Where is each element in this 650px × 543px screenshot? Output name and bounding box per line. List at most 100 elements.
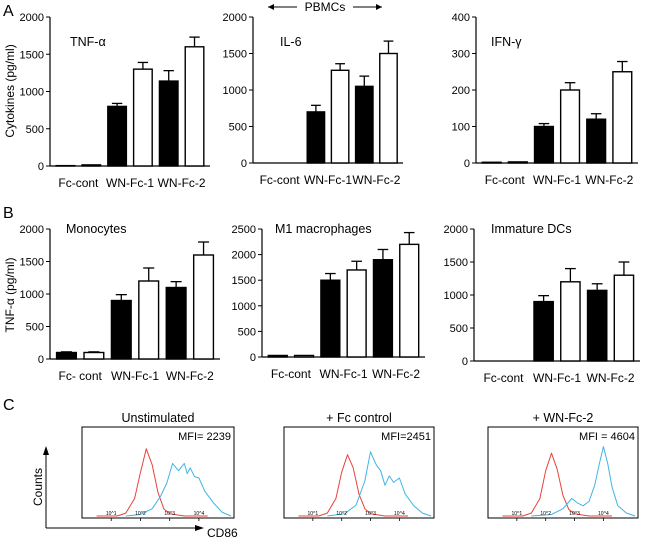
x-group-label: Fc- cont	[58, 369, 102, 383]
y-tick-label: 0	[38, 161, 44, 173]
chart-title: IL-6	[280, 35, 302, 49]
x-tick-label: 10^3	[569, 511, 580, 517]
bar-open	[560, 281, 581, 362]
bar-open	[346, 269, 367, 358]
panel-label-b: B	[3, 205, 14, 222]
y-axis-label-row-b: TNF-α (pg/ml)	[3, 258, 17, 333]
x-group-label: Fc-cont	[271, 367, 312, 381]
chart-title: M1 macrophages	[275, 222, 372, 236]
chart-title: Monocytes	[66, 222, 126, 236]
y-tick-label: 0	[462, 356, 468, 368]
histogram-series-isotype	[96, 448, 208, 517]
y-tick-label: 2500	[232, 224, 256, 236]
histogram-frame	[81, 426, 235, 519]
y-tick-label: 1500	[223, 49, 247, 61]
x-group-label: Fc-cont	[483, 371, 524, 385]
y-tick-label: 1000	[20, 87, 44, 99]
bar-filled	[586, 289, 608, 362]
bar-filled	[533, 125, 555, 164]
flow-x-axis-arrowhead	[195, 525, 204, 531]
y-tick-label: 300	[452, 49, 470, 61]
y-tick-label: 2000	[232, 250, 256, 262]
bar-open	[132, 68, 153, 167]
bar-open	[379, 52, 398, 164]
bar-open	[192, 254, 215, 360]
y-tick-label: 1500	[232, 275, 256, 287]
flow-histogram-3: + WN-Fc-2 MFI = 4604 10^1 10^2 10^3 10^4	[487, 411, 639, 521]
histogram-series-cd86	[125, 462, 232, 517]
y-tick-label: 2000	[223, 12, 247, 24]
bar-filled	[320, 279, 341, 358]
x-tick-label: 10^3	[164, 511, 175, 517]
x-tick-label: 10^1	[307, 511, 318, 517]
x-tick-label: 10^4	[598, 511, 609, 517]
y-tick-label: 500	[229, 122, 247, 134]
pbmc-banner-label: PBMCs	[305, 0, 346, 14]
bar-chart-2: 0 500 1000 1500 2000 IL-6 Fc-cont WN-Fc-1 WN-Fc-…	[223, 12, 403, 187]
bar-open	[138, 280, 160, 360]
x-group-label: WN-Fc-1	[304, 173, 352, 187]
x-tick-label: 10^4	[194, 511, 205, 517]
bar-filled	[107, 105, 128, 167]
bar-filled	[267, 354, 288, 358]
y-tick-label: 0	[241, 158, 247, 170]
y-tick-label: 1000	[223, 85, 247, 97]
bar-filled	[158, 80, 179, 167]
bar-open	[184, 46, 205, 167]
bar-open	[83, 351, 105, 360]
x-tick-label: 10^4	[394, 511, 405, 517]
y-tick-label: 0	[38, 354, 44, 366]
x-group-label: Fc-cont	[260, 173, 301, 187]
bar-open	[507, 161, 528, 164]
y-tick-label: 2000	[444, 224, 468, 236]
x-group-label: WN-Fc-1	[533, 173, 581, 187]
bar-chart-6: 0 500 1000 1500 2000 Immature DCs Fc-cont WN-Fc…	[444, 222, 640, 385]
x-group-label: WN-Fc-2	[587, 371, 635, 385]
histogram-series-isotype	[502, 452, 612, 517]
bar-chart-4: 0 500 1000 1500 2000 Monocytes Fc- cont WN-Fc-1…	[20, 222, 220, 383]
histogram-frame	[283, 426, 435, 519]
flow-y-axis-arrowhead	[43, 446, 49, 455]
panel-label-a: A	[3, 3, 14, 20]
y-tick-label: 400	[452, 12, 470, 24]
flow-histogram-2: + Fc control MFI=2451 10^1 10^2 10^3 10^4	[283, 411, 435, 521]
x-group-label: WN-Fc-2	[372, 367, 420, 381]
x-tick-label: 10^1	[511, 511, 522, 517]
histogram-title: + Fc control	[326, 411, 392, 425]
x-group-label: WN-Fc-1	[106, 176, 154, 190]
y-tick-label: 1000	[444, 290, 468, 302]
x-tick-label: 10^1	[106, 511, 117, 517]
chart-title: Immature DCs	[491, 222, 572, 236]
x-group-label: Fc-cont	[58, 176, 99, 190]
y-tick-label: 100	[452, 122, 470, 134]
x-group-label: Fc-cont	[485, 173, 526, 187]
bar-chart-5: 0 500 1000 1500 2000 2500 M1 macrophages Fc-con…	[232, 222, 425, 381]
x-tick-label: 10^2	[135, 511, 146, 517]
bar-filled	[110, 299, 132, 360]
bar-filled	[306, 111, 326, 164]
x-tick-label: 10^3	[365, 511, 376, 517]
mfi-annotation: MFI = 4604	[579, 431, 635, 443]
x-group-label: WN-Fc-1	[111, 369, 159, 383]
histogram-series-cd86	[327, 451, 432, 517]
y-tick-label: 0	[250, 352, 256, 364]
panel-label-c: C	[3, 397, 15, 414]
bar-filled	[586, 118, 607, 164]
flow-histogram-1: Unstimulated MFI= 2239 10^1 10^2 10^3 10^4	[81, 411, 235, 521]
bar-filled	[55, 351, 78, 360]
pbmc-banner: PBMCs	[268, 0, 382, 14]
bar-open	[481, 161, 502, 164]
histogram-title: Unstimulated	[122, 411, 195, 425]
bar-open	[612, 71, 633, 164]
histogram-series-isotype	[298, 454, 408, 517]
x-group-label: WN-Fc-2	[166, 369, 214, 383]
bar-chart-1: 0 500 1000 1500 2000 TNF-α Fc-cont WN-Fc-1 WN-Fc…	[20, 12, 210, 190]
bar-filled	[533, 300, 554, 362]
flow-x-axis-label: CD86	[207, 526, 238, 540]
y-axis-label-row-a: Cytokines (pg/ml)	[3, 44, 17, 137]
chart-title: IFN-γ	[491, 35, 522, 49]
bar-filled	[372, 259, 394, 358]
histogram-frame	[487, 426, 639, 519]
y-tick-label: 2000	[20, 224, 44, 236]
